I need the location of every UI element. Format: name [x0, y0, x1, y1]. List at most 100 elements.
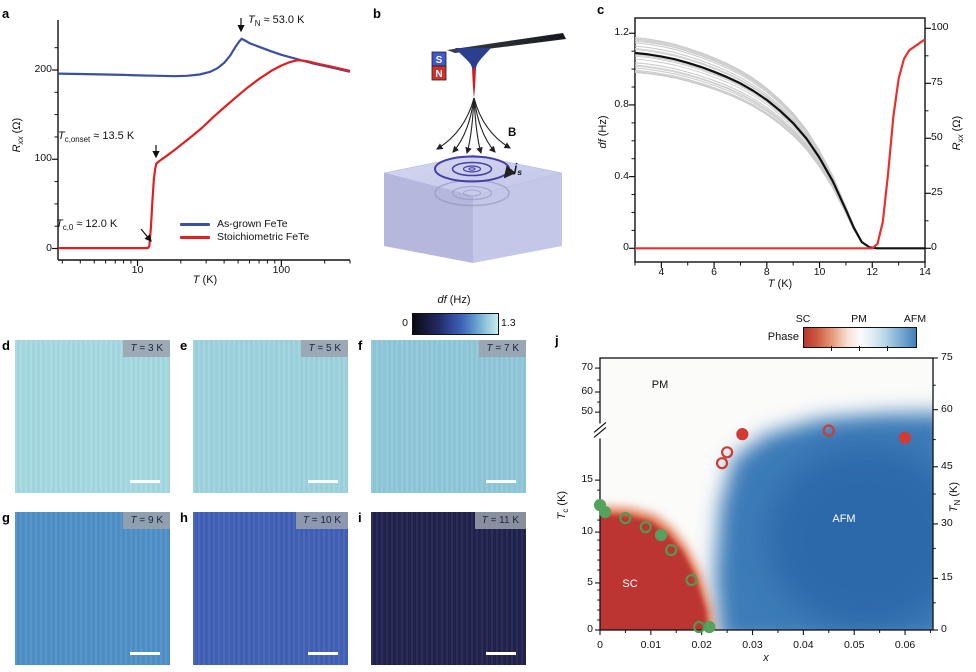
- ensemble-curve: [634, 62, 925, 249]
- temperature-tag: T = 9 K: [123, 512, 170, 529]
- legend-label-as-grown: As-grown FeTe: [217, 218, 288, 230]
- df-colorbar-min: 0: [402, 317, 408, 329]
- tc0-arrow: [140, 228, 152, 242]
- ensemble-curve: [634, 71, 925, 249]
- scale-bar: [308, 479, 338, 483]
- magnet-south-label: S: [436, 55, 443, 66]
- panel-j-plot-svg: [593, 357, 938, 635]
- panel-c-left-tick-label: 0: [623, 241, 629, 254]
- data-point-tn-open: [720, 446, 734, 459]
- panel-c-x-tick-label: 4: [658, 266, 665, 278]
- data-point-tn-open: [715, 457, 729, 470]
- mfm-image-9k: T = 9 K: [15, 512, 170, 665]
- scan-texture: [15, 512, 170, 665]
- panel-j-left-tick-label: 10: [581, 525, 593, 538]
- panel-c-x-tick-label: 12: [866, 266, 879, 278]
- panel-a: a Rxx (Ω) T (K) TN ≈ 53.0 K Tc,onset ≈ 1…: [0, 0, 376, 300]
- phase-legend-afm: AFM: [903, 313, 927, 325]
- mfm-image-7k: T = 7 K: [371, 340, 526, 493]
- ensemble-curve: [634, 67, 925, 249]
- phase-legend-title: Phase: [767, 331, 799, 343]
- ensemble-curve: [634, 42, 925, 249]
- phase-diagram-background: [600, 358, 933, 630]
- panel-a-y-tick-label: 100: [34, 152, 52, 165]
- panel-h-letter: h: [180, 510, 188, 525]
- annotation-tc0: Tc,0 ≈ 12.0 K: [56, 218, 118, 233]
- panel-j-right-tick-label: 30: [941, 516, 953, 529]
- scan-texture: [15, 340, 170, 493]
- ensemble-curve: [634, 58, 925, 249]
- panel-c-right-tick-label: 100: [931, 21, 949, 34]
- panel-j-left-axis-label: Tc (K): [555, 490, 571, 520]
- panel-j-left-tick-label: 50: [581, 405, 593, 418]
- panel-j-right-tick-label: 75: [941, 351, 953, 363]
- df-colorbar-max: 1.3: [501, 317, 516, 329]
- scale-bar: [130, 479, 160, 483]
- series-stoichiometric-fete: [58, 59, 351, 250]
- panel-i-letter: i: [358, 510, 362, 525]
- panel-c-x-tick-label: 10: [813, 266, 826, 278]
- tip-upper-blue: [455, 48, 491, 68]
- panel-j-left-tick-label: 5: [587, 575, 593, 588]
- ensemble-curve: [634, 38, 925, 249]
- b-field-lines: [436, 97, 511, 155]
- panel-c-plot-svg: [629, 17, 931, 268]
- data-point-tc-filled: [703, 620, 716, 634]
- magnet-icon: S N: [431, 51, 447, 81]
- temperature-tag: T = 3 K: [123, 340, 170, 357]
- panel-j-x-tick-label: 0: [597, 639, 603, 651]
- panel-j-right-tick-label: 15: [941, 571, 953, 584]
- scan-texture: [371, 340, 526, 493]
- panel-c-x-tick-label: 6: [711, 266, 717, 278]
- phase-colorbar-tick: [887, 346, 888, 351]
- phase-colorbar-gradient: [803, 327, 917, 348]
- series-rxx: [635, 38, 926, 250]
- ensemble-curve: [634, 55, 925, 249]
- panel-j-x-axis-label: x: [763, 652, 769, 664]
- panel-d-letter: d: [2, 338, 10, 353]
- panel-j-x-tick-label: 0.06: [894, 639, 916, 651]
- panel-c-left-tick-label: 0.4: [614, 169, 629, 182]
- panel-j-right-axis-label: TN (K): [947, 482, 963, 513]
- df-colorbar: df (Hz) 0 1.3: [380, 292, 520, 344]
- scale-bar: [486, 479, 516, 483]
- data-point-tc-open: [639, 520, 652, 534]
- panel-a-x-axis-label: T (K): [192, 274, 218, 286]
- panel-c-right-tick-label: 75: [931, 76, 943, 89]
- scale-bar: [486, 651, 516, 655]
- panel-e-letter: e: [180, 338, 188, 353]
- panel-j-x-tick-label: 0.04: [793, 639, 814, 651]
- scale-bar: [130, 651, 160, 655]
- ensemble-curve: [634, 65, 925, 249]
- annotation-tn: TN ≈ 53.0 K: [248, 14, 305, 29]
- panel-g-letter: g: [2, 510, 10, 525]
- legend-stoichiometric: Stoichiometric FeTe: [180, 231, 309, 243]
- temperature-tag: T = 7 K: [479, 340, 526, 357]
- data-point-tc-open: [685, 573, 698, 587]
- axis-break-slash: [593, 426, 607, 438]
- temperature-tag: T = 11 K: [474, 512, 526, 529]
- panel-b: b: [370, 0, 595, 300]
- panel-j-x-tick-label: 0.01: [640, 639, 662, 651]
- panel-j-x-tick-label: 0.03: [742, 639, 763, 651]
- ensemble-curve: [634, 71, 925, 249]
- ensemble-curve: [634, 54, 925, 249]
- panel-c-right-tick-label: 0: [931, 241, 937, 254]
- scan-texture: [193, 512, 348, 665]
- mfm-image-5k: T = 5 K: [193, 340, 348, 493]
- region-label-pm: PM: [651, 379, 669, 391]
- mfm-image-3k: T = 3 K: [15, 340, 170, 493]
- temperature-tag: T = 10 K: [295, 512, 348, 529]
- ensemble-curve: [634, 69, 925, 249]
- data-point-tn-open: [822, 424, 835, 437]
- ensemble-curve: [634, 45, 925, 249]
- panel-a-x-tick-label: 10: [131, 264, 144, 276]
- panel-j-right-tick-label: 0: [941, 623, 947, 635]
- legend-line-red: [180, 235, 210, 239]
- axis-break-slash: [593, 421, 607, 433]
- ensemble-curve: [634, 45, 925, 249]
- screening-current-circles: [434, 155, 516, 183]
- region-label-afm: AFM: [832, 513, 856, 525]
- phase-legend-sc: SC: [795, 313, 811, 325]
